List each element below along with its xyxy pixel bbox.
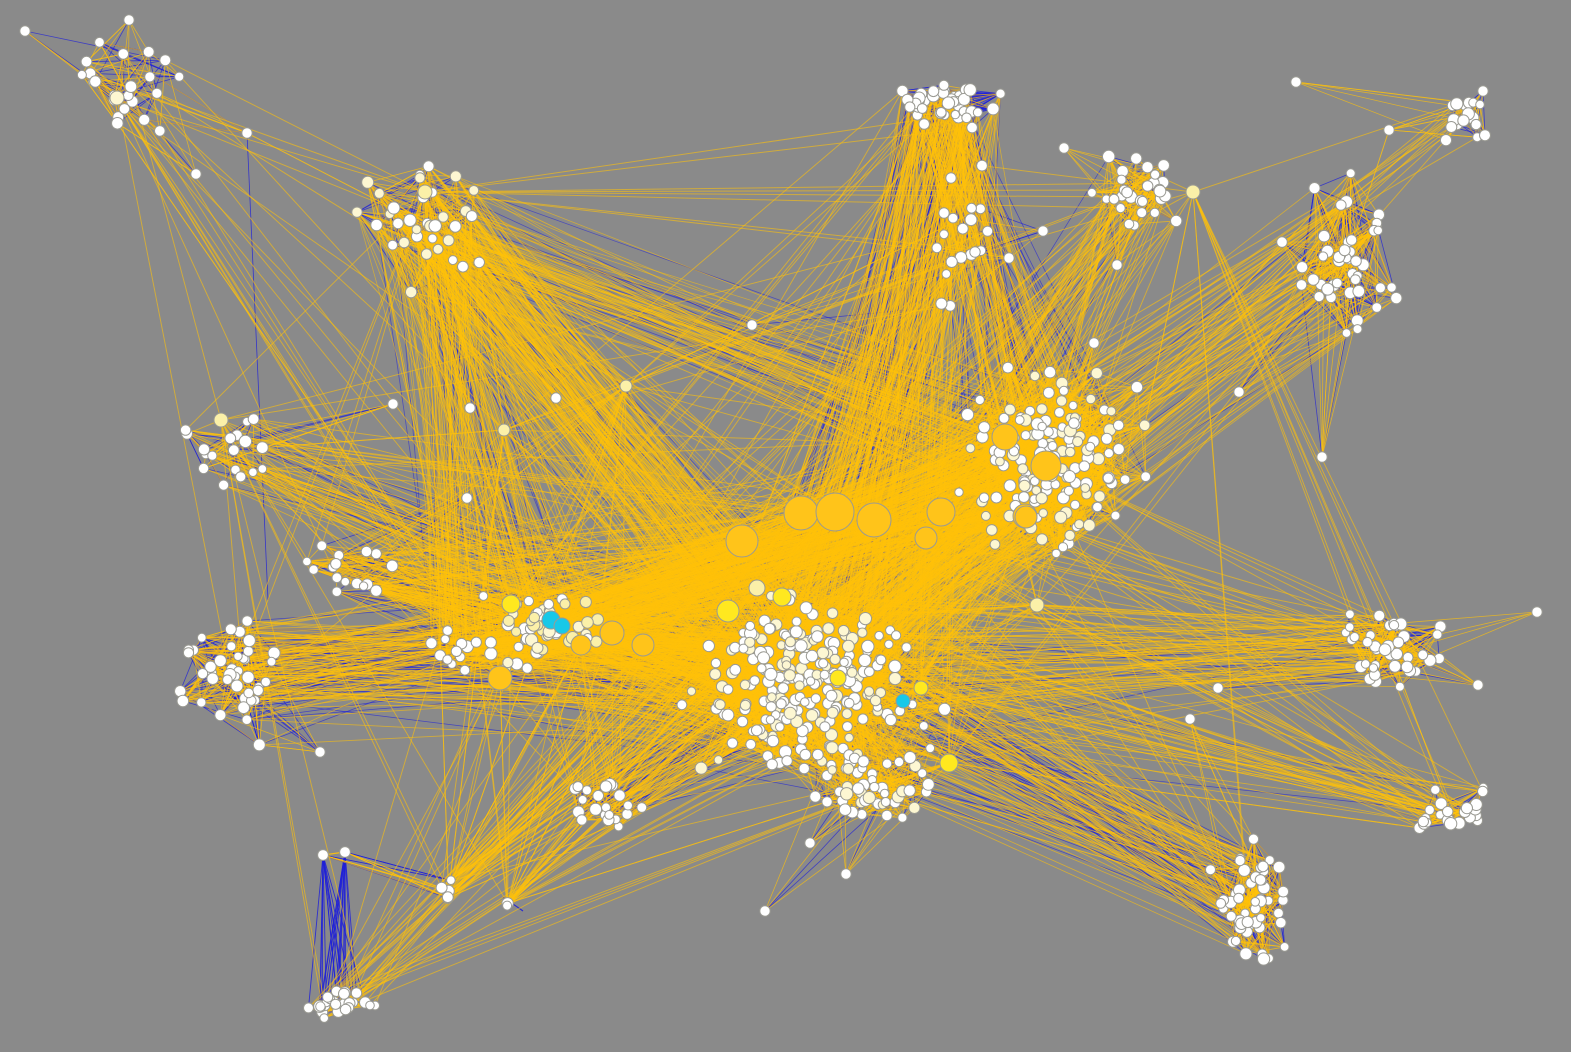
blue-edge: [246, 132, 269, 601]
blue-edge: [344, 851, 452, 881]
blue-edge: [308, 854, 324, 1008]
blue-edge: [880, 692, 1221, 904]
blue-edge: [99, 41, 180, 78]
gold-edge: [180, 690, 250, 704]
blue-edge: [188, 652, 221, 716]
blue-edge: [1217, 681, 1376, 689]
gold-edge: [201, 701, 244, 709]
gold-edge: [239, 631, 256, 701]
blue-edge: [1314, 172, 1351, 189]
blue-edge: [902, 84, 944, 92]
blue-edge: [356, 174, 421, 213]
gold-edge: [81, 74, 118, 124]
blue-edge: [379, 177, 421, 194]
gold-edge: [192, 650, 202, 703]
gold-edge: [379, 175, 456, 194]
gold-edge: [188, 652, 248, 720]
blue-edge: [319, 851, 346, 1007]
gold-edge: [86, 53, 124, 63]
blue-edge: [764, 804, 883, 912]
blue-edge: [329, 851, 346, 1000]
blue-edge: [94, 19, 130, 82]
blue-edge: [86, 59, 166, 63]
blue-edge: [1344, 204, 1364, 265]
blue-edge: [323, 851, 346, 1019]
blue-edge: [182, 700, 247, 721]
gold-edge: [201, 702, 260, 746]
gold-edge: [367, 165, 429, 183]
blue-edge: [203, 403, 394, 450]
blue-edge: [90, 59, 166, 74]
blue-edge: [980, 208, 1044, 232]
blue-edge: [322, 854, 327, 1003]
blue-edge: [335, 851, 346, 1005]
blue-edge: [186, 433, 204, 469]
blue-edge: [1301, 284, 1323, 458]
blue-edge: [869, 653, 1391, 692]
gold-edge: [113, 51, 150, 96]
blue-edge: [24, 30, 166, 61]
blue-edge: [1482, 90, 1486, 136]
gold-edge: [99, 42, 129, 96]
blue-edge: [419, 177, 1053, 470]
